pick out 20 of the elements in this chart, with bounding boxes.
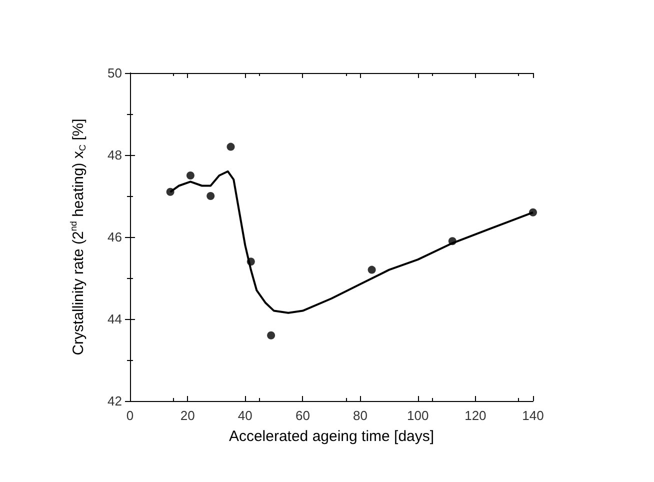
y-tick-label: 42 bbox=[108, 394, 122, 408]
y-tick-label: 46 bbox=[108, 230, 122, 244]
y-tick-label: 44 bbox=[108, 312, 122, 326]
x-tick-label: 60 bbox=[295, 408, 310, 423]
point bbox=[186, 172, 194, 180]
y-tick-label: 50 bbox=[108, 66, 122, 80]
point bbox=[206, 192, 215, 200]
y-axis-title: Crystallinity rate (2nd heating) xC [%] bbox=[68, 118, 88, 356]
y-tick-label: 48 bbox=[108, 148, 122, 162]
x-tick-label: 20 bbox=[180, 408, 195, 423]
point bbox=[267, 331, 276, 340]
x-tick-label: 120 bbox=[464, 408, 486, 423]
point bbox=[226, 142, 235, 151]
x-axis-title: Accelerated ageing time [days] bbox=[228, 428, 434, 445]
x-tick-label: 100 bbox=[407, 408, 429, 423]
x-tick-label: 0 bbox=[126, 408, 134, 423]
point bbox=[368, 266, 376, 274]
x-tick-label: 80 bbox=[353, 408, 368, 423]
x-tick-label: 40 bbox=[238, 408, 252, 423]
x-tick-label: 140 bbox=[522, 408, 544, 423]
